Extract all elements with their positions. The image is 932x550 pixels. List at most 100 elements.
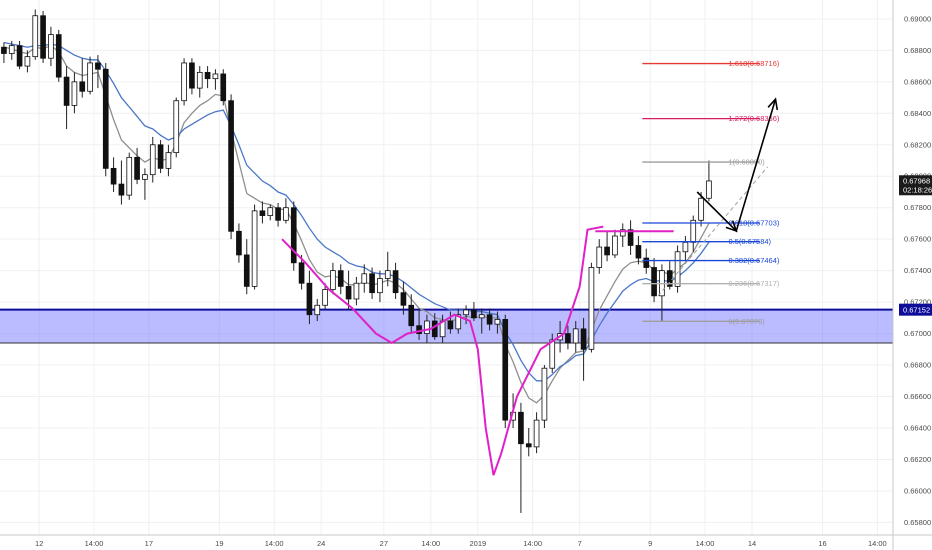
y-tick-label: 0.66000 xyxy=(904,486,931,495)
candle-body xyxy=(24,56,31,67)
candle-body xyxy=(189,62,195,89)
candle-body xyxy=(1,46,7,54)
candle-body xyxy=(572,328,579,344)
candle-body xyxy=(361,273,368,284)
candle-body xyxy=(63,76,70,106)
candle-body xyxy=(549,339,556,369)
fib-level-label: 0(0.67078) xyxy=(729,317,766,326)
candle-body xyxy=(283,207,289,221)
candle-body xyxy=(596,246,603,268)
candle-body xyxy=(377,278,383,294)
candle-body xyxy=(494,319,501,325)
x-tick-label: 7 xyxy=(578,539,582,548)
candle-body xyxy=(416,325,422,334)
candle-body xyxy=(588,267,595,350)
candle-body xyxy=(259,210,266,216)
fib-level-label: 1.272(0.68366) xyxy=(729,114,780,123)
candle-body xyxy=(40,15,46,59)
candle-body xyxy=(463,309,469,316)
current-price-badge xyxy=(899,175,932,196)
candles xyxy=(1,9,712,513)
x-tick-label: 24 xyxy=(317,539,325,548)
fib-level-label: 0.618(0.67703) xyxy=(729,218,780,227)
x-tick-label: 14:00 xyxy=(868,539,887,548)
candle-body xyxy=(518,411,524,445)
candle-body xyxy=(455,314,462,330)
candle-body xyxy=(612,235,618,256)
candle-body xyxy=(212,73,219,80)
candle-body xyxy=(486,314,493,325)
candle-body xyxy=(682,241,689,253)
candle-body xyxy=(134,156,140,180)
candle-body xyxy=(149,144,156,176)
y-tick-label: 0.68200 xyxy=(904,140,931,149)
candle-body xyxy=(353,282,360,300)
candle-body xyxy=(337,270,344,287)
annotations xyxy=(281,97,779,476)
candle-body xyxy=(619,229,626,237)
fib-level-label: 0.5(0.67584) xyxy=(729,237,772,246)
x-tick-label: 14:00 xyxy=(696,539,715,548)
candle-body xyxy=(95,62,101,70)
candle-body xyxy=(345,285,352,300)
candle-body xyxy=(87,62,93,92)
support-price-badge xyxy=(899,303,932,316)
x-tick-label: 14:00 xyxy=(421,539,440,548)
candle-body xyxy=(118,183,125,196)
candle-body xyxy=(674,251,681,287)
candle-body xyxy=(369,273,375,294)
support-price-value: 0.67152 xyxy=(903,306,930,315)
y-tick-label: 0.66400 xyxy=(904,424,931,433)
candle-body xyxy=(478,314,485,319)
x-tick-label: 12 xyxy=(35,539,43,548)
candle-body xyxy=(525,443,532,448)
grid xyxy=(0,0,893,535)
candle-body xyxy=(275,207,281,221)
candle-body xyxy=(533,419,540,448)
fib-level-label: 0.382(0.67464) xyxy=(729,256,780,265)
y-tick-label: 0.67000 xyxy=(904,329,931,338)
support-zone-band xyxy=(0,309,893,344)
x-tick-label: 27 xyxy=(380,539,388,548)
candle-body xyxy=(698,197,704,221)
fib-level-label: 0.236(0.67317) xyxy=(729,279,780,288)
candle-body xyxy=(298,262,305,284)
x-tick-label: 19 xyxy=(215,539,223,548)
x-tick-label: 14:00 xyxy=(523,539,542,548)
candle-body xyxy=(643,257,650,268)
fib-level-label: 1.618(0.68716) xyxy=(729,59,780,68)
y-tick-label: 0.68400 xyxy=(904,109,931,118)
candle-body xyxy=(220,73,227,102)
candle-body xyxy=(400,292,407,306)
candle-body xyxy=(392,270,399,294)
candle-body xyxy=(228,100,234,232)
candle-body xyxy=(447,320,454,330)
candle-body xyxy=(706,180,712,199)
candle-body xyxy=(541,367,548,421)
x-tick-label: 16 xyxy=(818,539,826,548)
candle-body xyxy=(126,156,133,196)
candle-body xyxy=(635,245,642,259)
x-tick-label: 9 xyxy=(648,539,652,548)
x-tick-label: 14:00 xyxy=(85,539,104,548)
candle-body xyxy=(110,167,117,185)
candle-body xyxy=(236,230,242,256)
candle-body xyxy=(565,333,571,344)
forecast-arrow-head xyxy=(767,97,779,111)
candle-body xyxy=(196,71,203,89)
candle-body xyxy=(627,229,634,246)
y-tick-label: 0.65800 xyxy=(904,518,931,527)
candle-body xyxy=(471,309,477,319)
candle-body xyxy=(102,68,109,169)
candle-body xyxy=(314,304,321,316)
candle-body xyxy=(306,282,313,316)
candle-body xyxy=(157,144,164,169)
candle-body xyxy=(330,270,336,290)
candle-body xyxy=(48,34,54,59)
candle-body xyxy=(165,152,172,169)
candle-body xyxy=(251,210,258,287)
support-zone xyxy=(0,308,893,344)
candle-body xyxy=(267,207,274,216)
